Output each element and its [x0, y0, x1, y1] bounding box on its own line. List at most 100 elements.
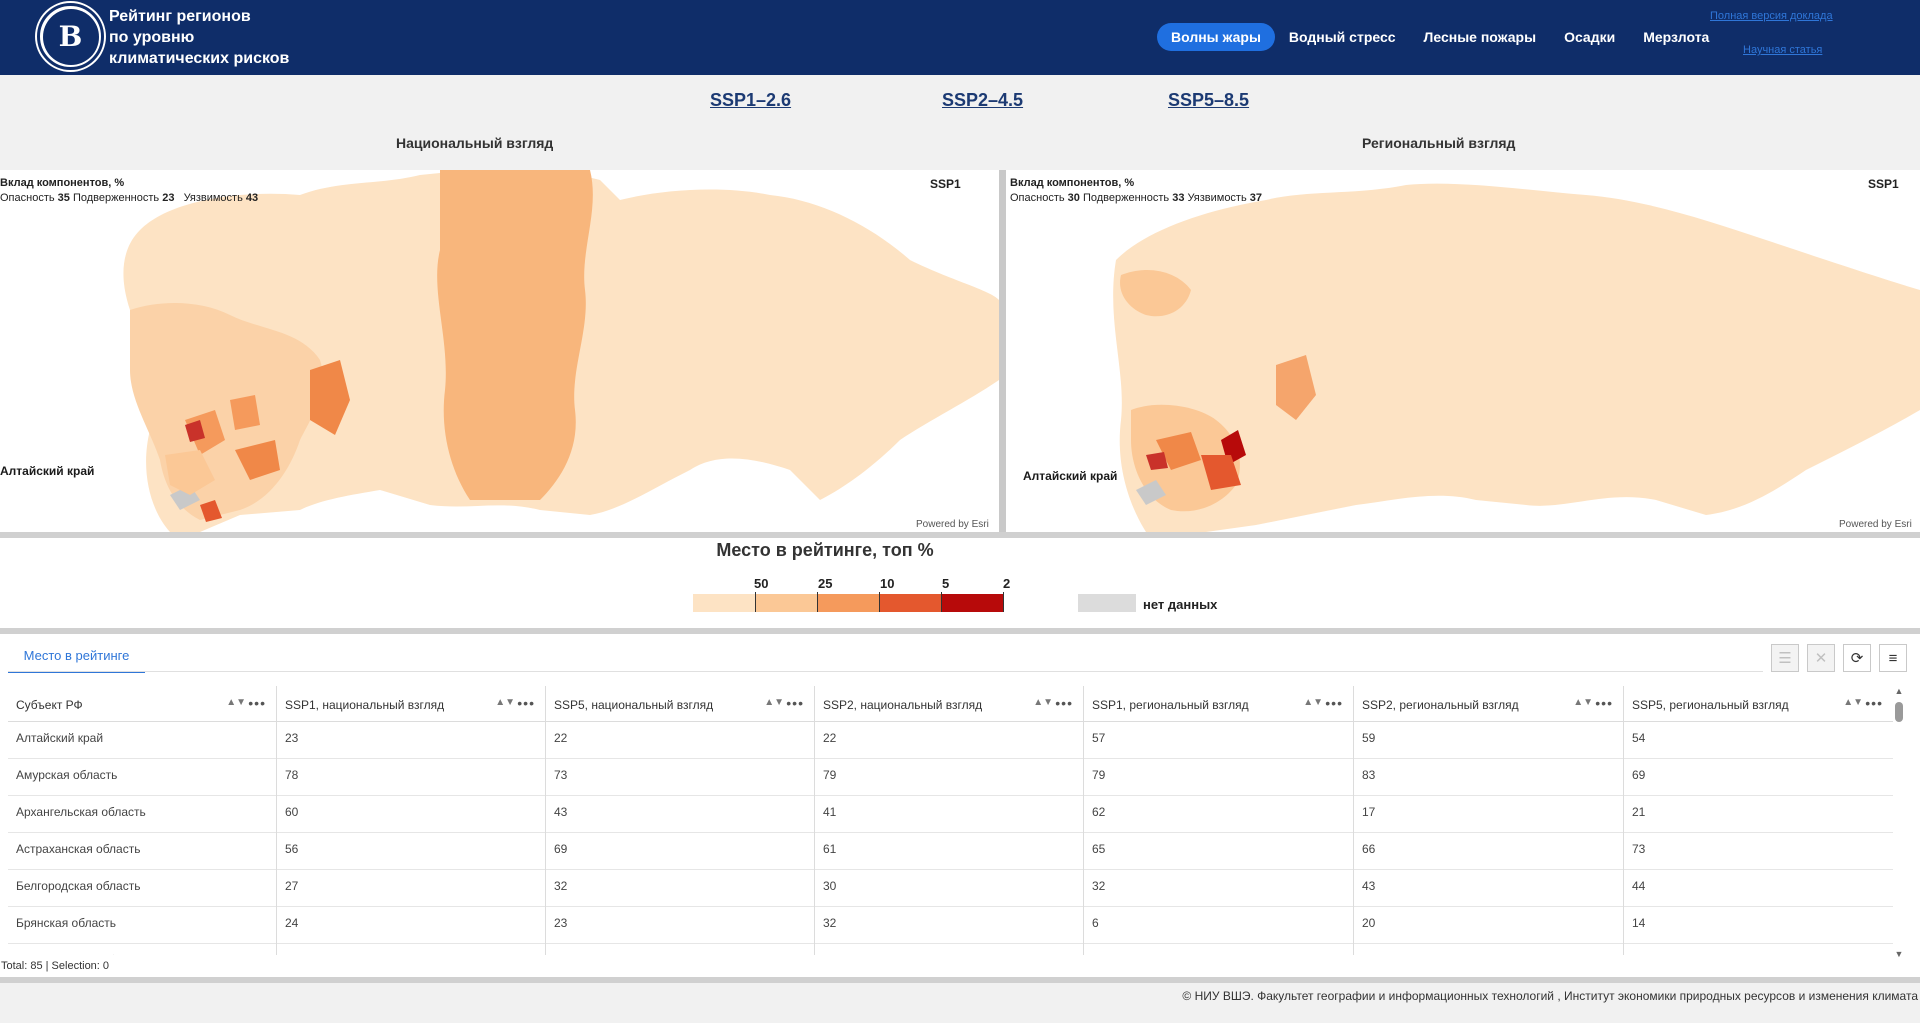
legend-tick-label: 10	[880, 576, 895, 591]
esri-attribution: Powered by Esri	[916, 519, 989, 530]
column-menu-icon[interactable]: •••	[1595, 695, 1613, 711]
app-title: Рейтинг регионов по уровню климатических…	[109, 6, 289, 69]
legend-nodata-swatch	[1078, 594, 1136, 612]
hazard-nav: Волны жары Водный стресс Лесные пожары О…	[1157, 23, 1723, 51]
column-header[interactable]: SSP2, региональный взгляд ▲▼ •••	[1354, 686, 1624, 722]
table-cell: 62	[1084, 796, 1354, 833]
table-cell: Амурская область	[8, 759, 277, 796]
components-title: Вклад компонентов, %	[0, 177, 125, 189]
legend-tick-label: 25	[818, 576, 833, 591]
scroll-up-icon[interactable]: ▲	[1894, 686, 1904, 696]
sort-icon[interactable]: ▲▼	[1033, 697, 1053, 708]
table-row[interactable]: Белгородская область 27 32 30 32 43 44	[8, 870, 1893, 907]
column-header[interactable]: SSP5, национальный взгляд ▲▼ •••	[546, 686, 815, 722]
table-row[interactable]: Брянская область 24 23 32 6 20 14	[8, 907, 1893, 944]
nav-tab-heat-waves[interactable]: Волны жары	[1157, 23, 1275, 51]
legend-tick-mark	[755, 592, 756, 612]
table-row[interactable]: Владимирская область 25 18 25 12 18 6	[8, 944, 1893, 955]
column-menu-icon[interactable]: •••	[1865, 695, 1883, 711]
column-header-label: SSP5, национальный взгляд	[554, 698, 714, 712]
table-row[interactable]: Астраханская область 56 69 61 65 66 73	[8, 833, 1893, 870]
vulnerability-value: 43	[245, 192, 259, 204]
column-header[interactable]: SSP1, региональный взгляд ▲▼ •••	[1084, 686, 1354, 722]
table-cell: 14	[1632, 916, 1646, 930]
tab-rating-place[interactable]: Место в рейтинге	[8, 648, 145, 673]
scroll-thumb[interactable]	[1895, 702, 1903, 722]
table-cell: 18	[546, 944, 815, 955]
nav-tab-wildfires[interactable]: Лесные пожары	[1423, 29, 1537, 45]
selected-region-label: Алтайский край	[1023, 469, 1118, 483]
tyumen-region	[1276, 355, 1316, 420]
siberia-warm	[1201, 455, 1241, 490]
scenario-link-ssp5[interactable]: SSP5–8.5	[1168, 90, 1250, 110]
full-report-link[interactable]: Полная версия доклада	[1710, 10, 1833, 22]
table-row[interactable]: Архангельская область 60 43 41 62 17 21	[8, 796, 1893, 833]
nav-tab-permafrost[interactable]: Мерзлота	[1643, 29, 1710, 45]
danger-value: 35	[57, 192, 70, 204]
krasnoyarsk-region	[437, 170, 593, 500]
column-menu-icon[interactable]: •••	[786, 695, 804, 711]
table-options-button[interactable]: ≡	[1879, 644, 1907, 672]
column-header[interactable]: Субъект РФ ▲▼ •••	[8, 686, 277, 722]
legend-tick-label: 50	[754, 576, 769, 591]
clear-selection-button[interactable]: ✕	[1807, 644, 1835, 672]
components-values: Опасность 30 Подверженность 33 Уязвимост…	[1010, 192, 1262, 204]
south-region-hot	[185, 420, 205, 442]
south-region-hot-2	[200, 500, 222, 522]
legend-tick-mark	[1003, 592, 1004, 612]
sort-icon[interactable]: ▲▼	[226, 697, 246, 708]
national-map[interactable]: Вклад компонентов, % Опасность 35 Подвер…	[0, 170, 999, 532]
refresh-button[interactable]: ⟳	[1843, 644, 1871, 672]
vulnerability-label: Уязвимость	[183, 192, 243, 204]
table-cell: 44	[1632, 879, 1646, 893]
table-cell: 79	[1084, 759, 1354, 796]
central-region-a	[185, 410, 225, 455]
table-row[interactable]: Амурская область 78 73 79 79 83 69	[8, 759, 1893, 796]
table-cell: 61	[815, 833, 1084, 870]
table-cell: 59	[1354, 722, 1624, 759]
table-cell: 73	[546, 759, 815, 796]
table-cell: 20	[1354, 907, 1624, 944]
sort-icon[interactable]: ▲▼	[1573, 697, 1593, 708]
list-icon: ☰	[1778, 650, 1792, 667]
nav-tab-precipitation[interactable]: Осадки	[1564, 29, 1616, 45]
table-cell: 54	[1632, 731, 1646, 745]
table-cell: 32	[815, 907, 1084, 944]
scientific-article-link[interactable]: Научная статья	[1743, 44, 1823, 56]
map-scenario-label: SSP1	[930, 177, 961, 191]
table-scrollbar[interactable]: ▲ ▼	[1893, 686, 1905, 961]
column-menu-icon[interactable]: •••	[248, 695, 266, 711]
central-region-b	[230, 395, 260, 430]
regional-components-info: Вклад компонентов, % Опасность 30 Подвер…	[1010, 177, 1262, 204]
legend-tick-mark	[879, 592, 880, 612]
sort-icon[interactable]: ▲▼	[1843, 697, 1863, 708]
column-header[interactable]: SSP5, региональный взгляд ▲▼ •••	[1624, 686, 1893, 722]
tyumen-region	[310, 360, 350, 435]
column-menu-icon[interactable]: •••	[517, 695, 535, 711]
column-header[interactable]: SSP1, национальный взгляд ▲▼ •••	[277, 686, 546, 722]
column-menu-icon[interactable]: •••	[1325, 695, 1343, 711]
column-menu-icon[interactable]: •••	[1055, 695, 1073, 711]
scenario-link-ssp2[interactable]: SSP2–4.5	[942, 90, 1024, 110]
regional-map-canvas[interactable]	[1006, 170, 1920, 532]
map-divider[interactable]	[999, 170, 1006, 532]
page-footer: © НИУ ВШЭ. Факультет географии и информа…	[0, 983, 1920, 1023]
sort-icon[interactable]: ▲▼	[1303, 697, 1323, 708]
legend-tick-mark	[817, 592, 818, 612]
zoom-to-selection-button[interactable]: ☰	[1771, 644, 1799, 672]
regional-map[interactable]: Вклад компонентов, % Опасность 30 Подвер…	[1006, 170, 1920, 532]
table-row[interactable]: Алтайский край 23 22 22 57 59 54	[8, 722, 1893, 759]
grid-body: Алтайский край 23 22 22 57 59 54 Амурска…	[8, 722, 1893, 955]
sort-icon[interactable]: ▲▼	[495, 697, 515, 708]
column-header[interactable]: SSP2, национальный взгляд ▲▼ •••	[815, 686, 1084, 722]
table-cell: Алтайский край	[8, 722, 277, 759]
table-cell: 65	[1084, 833, 1354, 870]
app-title-line: Рейтинг регионов	[109, 8, 251, 25]
scenario-link-ssp1[interactable]: SSP1–2.6	[710, 90, 792, 110]
national-map-canvas[interactable]	[0, 170, 999, 532]
scroll-down-icon[interactable]: ▼	[1894, 949, 1904, 959]
nav-tab-water-stress[interactable]: Водный стресс	[1288, 29, 1396, 45]
sort-icon[interactable]: ▲▼	[764, 697, 784, 708]
app-header: В Рейтинг регионов по уровню климатическ…	[0, 0, 1920, 75]
table-cell: 56	[277, 833, 546, 870]
